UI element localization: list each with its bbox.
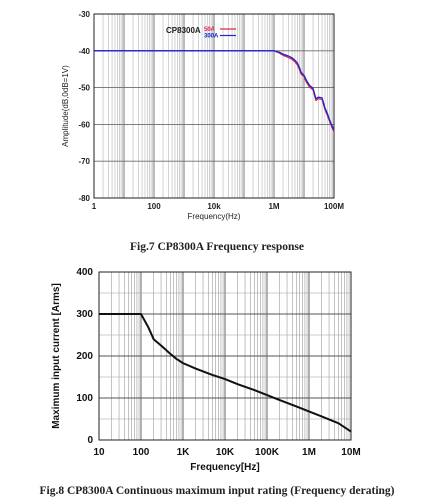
y-axis-label: Amplitude(dB,0dB=1V) (61, 65, 70, 147)
frequency-derating-chart: 10 100 1K 10K 100K 1M 10M 0 100 200 300 400 Frequenc… (51, 267, 361, 473)
x-tick-label: 100 (147, 202, 161, 211)
y-tick-label: 100 (76, 393, 93, 404)
x-tick-label: 100K (255, 447, 280, 458)
series-line-1 (99, 313, 352, 433)
plot-frame (93, 13, 335, 199)
series-line-300a (94, 50, 335, 131)
frequency-response-chart: 1 100 10k 1M 100M -30 -40 -50 -60 -70 -80 Frequency… (61, 10, 344, 221)
x-tick-label: 100M (324, 202, 344, 211)
x-tick-label: 10 (93, 447, 105, 458)
plot-frame (98, 271, 352, 441)
x-tick-label: 1M (302, 447, 316, 458)
y-tick-label: -30 (78, 10, 90, 19)
x-axis-label: Frequency(Hz) (188, 212, 241, 221)
legend-label-50a: 50A (204, 27, 216, 33)
x-tick-label: 10K (216, 447, 235, 458)
x-tick-label: 100 (133, 447, 150, 458)
y-tick-label: -80 (78, 194, 90, 203)
x-axis-label: Frequency[Hz] (190, 462, 259, 473)
fig8-caption: Fig.8 CP8300A Continuous maximum input r… (39, 485, 395, 497)
y-tick-label: 300 (76, 309, 93, 320)
y-tick-label: -50 (78, 84, 90, 93)
fig7-caption: Fig.7 CP8300A Frequency response (130, 241, 304, 253)
x-tick-label: 1M (268, 202, 279, 211)
x-tick-label: 1 (92, 202, 97, 211)
x-tick-label: 1K (177, 447, 191, 458)
y-tick-label: -60 (78, 120, 90, 129)
y-axis-label: Maximum input current [Arms] (51, 283, 62, 429)
legend-label-300a: 300A (204, 34, 219, 40)
y-tick-label: 200 (76, 351, 93, 362)
y-tick-label: 400 (76, 267, 93, 278)
x-tick-label: 10M (341, 447, 360, 458)
y-tick-label: -70 (78, 157, 90, 166)
y-tick-label: 0 (87, 435, 93, 446)
legend-title: CP8300A (166, 26, 201, 35)
x-tick-label: 10k (207, 202, 221, 211)
y-tick-label: -40 (78, 47, 90, 56)
